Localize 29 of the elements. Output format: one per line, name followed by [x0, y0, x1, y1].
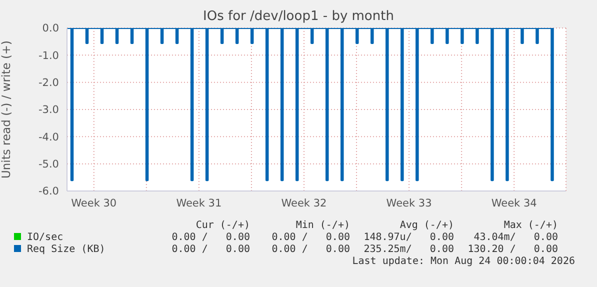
text: Max (-/+): [502, 220, 558, 232]
y-axis-title: Units read (-) / write (+): [0, 40, 14, 179]
text: 0.00 / 0.00: [270, 232, 350, 244]
legend-label: IO/sec: [26, 232, 64, 244]
x-tick-label: Week 34: [491, 197, 538, 210]
x-tick-label: Week 32: [281, 197, 327, 210]
y-tick-label: -3.0: [38, 104, 59, 116]
text: 0.00 / 0.00: [170, 244, 250, 256]
text: Avg (-/+): [398, 220, 454, 232]
text: Last update: Mon Aug 24 00:00:04 2026: [351, 256, 576, 268]
chart-title: IOs for /dev/loop1 - by month: [202, 9, 395, 24]
legend-label: Req Size (KB): [26, 244, 106, 256]
y-tick-label: 0.0: [42, 22, 59, 35]
y-tick-label: -5.0: [38, 158, 59, 171]
text: 43.04m/ 0.00: [472, 232, 558, 244]
y-tick-label: -4.0: [38, 131, 59, 144]
x-tick-label: Week 30: [71, 197, 117, 210]
text: 0.00 / 0.00: [170, 232, 250, 244]
text: Cur (-/+): [194, 220, 250, 232]
x-tick-label: Week 31: [176, 197, 222, 210]
x-tick-label: Week 33: [386, 197, 432, 210]
y-tick-label: -2.0: [38, 77, 59, 90]
y-tick-label: -6.0: [38, 186, 59, 198]
text: 235.25m/ 0.00: [362, 244, 454, 256]
text: 0.00 / 0.00: [270, 244, 350, 256]
y-tick-label: -1.0: [38, 50, 59, 62]
text: 148.97u/ 0.00: [362, 232, 454, 244]
text: Min (-/+): [294, 220, 350, 232]
text: 130.20 / 0.00: [466, 244, 558, 256]
